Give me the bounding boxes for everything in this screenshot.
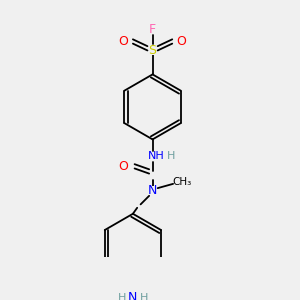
Text: NH: NH [148, 152, 164, 161]
FancyBboxPatch shape [150, 152, 162, 161]
FancyBboxPatch shape [124, 292, 141, 300]
Text: S: S [148, 44, 157, 57]
Text: O: O [118, 35, 128, 48]
Text: O: O [177, 35, 187, 48]
Text: N: N [128, 291, 138, 300]
FancyBboxPatch shape [149, 186, 156, 195]
Text: CH₃: CH₃ [172, 177, 191, 187]
FancyBboxPatch shape [120, 38, 127, 46]
Text: H: H [118, 293, 126, 300]
Text: F: F [149, 23, 156, 36]
Text: O: O [118, 160, 128, 173]
Text: N: N [148, 184, 157, 197]
FancyBboxPatch shape [120, 163, 127, 171]
FancyBboxPatch shape [149, 46, 156, 55]
Text: H: H [167, 152, 176, 161]
Text: H: H [140, 293, 148, 300]
FancyBboxPatch shape [149, 26, 156, 34]
FancyBboxPatch shape [178, 38, 185, 46]
